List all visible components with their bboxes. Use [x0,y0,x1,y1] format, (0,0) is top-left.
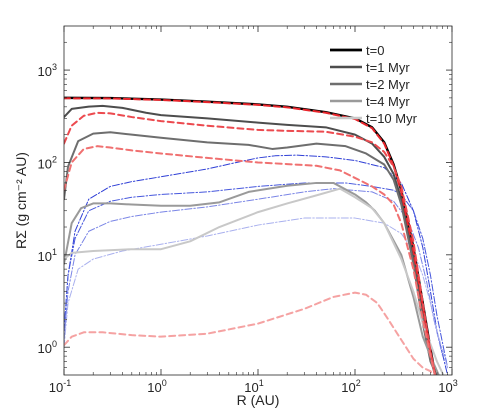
series-line-5 [64,97,437,375]
series-line-10 [64,182,449,369]
y-tick-label-0: 100 [38,339,57,356]
series-line-11 [64,188,444,357]
y-tick-label-1: 101 [38,247,57,264]
legend: t=0 t=1 Myr t=2 Myr t=4 Myr t=10 Myr [330,43,418,126]
legend-label-1: t=1 Myr [366,60,410,75]
x-tick-label-3: 102 [341,378,360,395]
series-line-7 [64,145,436,375]
series-line-8 [64,291,435,375]
y-tick-label-2: 102 [38,154,57,171]
y-axis-label: RΣ (g cm⁻² AU) [13,152,29,249]
x-tick-label-0: 10-1 [49,378,71,395]
series-layer [64,96,449,375]
legend-label-2: t=2 Myr [366,77,410,92]
legend-label-3: t=4 Myr [366,94,410,109]
series-line-12 [64,217,449,369]
legend-label-0: t=0 [366,43,384,58]
x-axis-label: R (AU) [237,392,280,408]
y-tick-label-3: 103 [38,62,57,79]
x-tick-label-1: 100 [147,378,166,395]
series-line-4 [64,187,445,375]
series-line-0 [64,96,437,375]
series-line-1 [64,104,436,375]
series-line-9 [64,154,449,375]
series-line-2 [64,131,438,375]
series-line-6 [64,111,437,375]
legend-label-4: t=10 Myr [366,111,418,126]
x-tick-label-4: 103 [438,378,457,395]
